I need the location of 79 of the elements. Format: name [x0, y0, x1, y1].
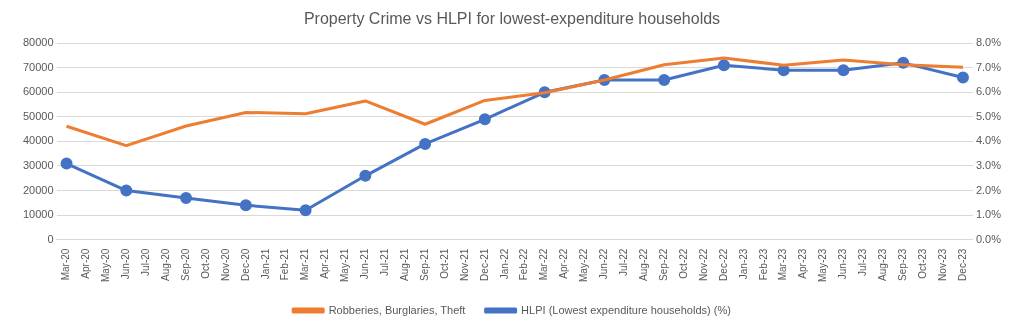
- point: [478, 113, 491, 126]
- x-tick-label: Sep-23: [896, 248, 908, 281]
- legend-label: HLPI (Lowest expenditure households) (%): [521, 303, 731, 316]
- point: [299, 204, 312, 217]
- point: [239, 199, 252, 212]
- x-tick-label: Apr-20: [80, 248, 92, 279]
- x-tick-label: Jan-21: [259, 248, 271, 280]
- x-tick-label: Nov-21: [458, 248, 470, 281]
- x-tick-label: Jan-22: [498, 248, 510, 280]
- x-tick-label: Mar-23: [777, 248, 789, 281]
- x-tick-label: Dec-22: [717, 248, 729, 281]
- x-tick-label: Aug-20: [159, 248, 171, 281]
- x-tick-label: Nov-20: [219, 248, 231, 281]
- x-tick-label: Jun-21: [359, 248, 371, 280]
- y-tick-label: 60000: [22, 85, 54, 98]
- y2-tick-label: 1.0%: [975, 208, 1002, 221]
- x-tick-label: Mar-22: [538, 248, 550, 281]
- point: [180, 191, 193, 204]
- x-tick-label: Aug-23: [877, 248, 889, 281]
- x-tick-label: Oct-21: [438, 248, 450, 279]
- x-tick-label: Jan-23: [737, 248, 749, 280]
- y-tick-label: 10000: [22, 208, 54, 221]
- y-tick-label: 0: [47, 232, 54, 245]
- x-tick-label: Sep-22: [657, 248, 669, 281]
- x-tick-label: Apr-22: [558, 248, 570, 279]
- x-tick-label: Feb-21: [279, 248, 291, 281]
- chart-title: Property Crime vs HLPI for lowest-expenditure households: [303, 10, 721, 28]
- x-tick-label: Jul-20: [139, 248, 151, 276]
- y2-tick-label: 4.0%: [975, 134, 1002, 147]
- point: [120, 184, 133, 197]
- x-tick-label: Jul-22: [618, 248, 630, 276]
- y-tick-label: 80000: [22, 36, 54, 49]
- y2-tick-label: 3.0%: [975, 159, 1002, 172]
- x-tick-label: Nov-23: [936, 248, 948, 281]
- x-tick-label: Mar-20: [60, 248, 72, 281]
- y2-tick-label: 5.0%: [975, 109, 1002, 122]
- x-tick-label: Mar-21: [299, 248, 311, 281]
- x-tick-label: Nov-22: [697, 248, 709, 281]
- x-tick-label: Dec-21: [478, 248, 490, 281]
- y-tick-label: 20000: [22, 183, 54, 196]
- point: [60, 157, 73, 170]
- y-tick-label: 30000: [22, 159, 54, 172]
- point: [658, 74, 671, 87]
- x-tick-label: Jun-22: [598, 248, 610, 280]
- x-tick-label: Aug-22: [637, 248, 649, 281]
- point: [359, 169, 372, 182]
- y2-tick-label: 0.0%: [975, 232, 1002, 245]
- x-tick-label: May-22: [578, 248, 590, 283]
- x-tick-label: Jul-23: [857, 248, 869, 276]
- x-tick-label: Dec-23: [956, 248, 968, 281]
- y2-tick-label: 8.0%: [975, 36, 1002, 49]
- x-tick-label: May-20: [100, 248, 112, 283]
- x-tick-label: Jul-21: [379, 248, 391, 276]
- legend-label: Robberies, Burglaries, Theft: [328, 303, 466, 316]
- y-tick-label: 50000: [22, 109, 54, 122]
- y2-tick-label: 7.0%: [975, 60, 1002, 73]
- x-tick-label: Feb-23: [757, 248, 769, 281]
- x-tick-label: May-23: [817, 248, 829, 283]
- x-tick-label: Jun-20: [120, 248, 132, 280]
- point: [837, 64, 850, 77]
- x-tick-label: Aug-21: [398, 248, 410, 281]
- y2-tick-label: 2.0%: [975, 183, 1002, 196]
- x-tick-label: Dec-20: [239, 248, 251, 281]
- x-tick-label: Oct-22: [677, 248, 689, 279]
- x-tick-label: Apr-21: [319, 248, 331, 279]
- x-tick-label: Oct-20: [199, 248, 211, 279]
- x-tick-label: May-21: [339, 248, 351, 283]
- point: [717, 59, 730, 72]
- x-tick-label: Jun-23: [837, 248, 849, 280]
- x-tick-label: Oct-23: [916, 248, 928, 279]
- x-tick-label: Sep-21: [418, 248, 430, 281]
- point: [956, 71, 969, 84]
- y-tick-label: 40000: [22, 134, 54, 147]
- x-tick-label: Apr-23: [797, 248, 809, 279]
- x-tick-label: Feb-22: [518, 248, 530, 281]
- y-tick-label: 70000: [22, 60, 54, 73]
- y2-tick-label: 6.0%: [975, 85, 1002, 98]
- point: [419, 137, 432, 150]
- x-tick-label: Sep-20: [179, 248, 191, 281]
